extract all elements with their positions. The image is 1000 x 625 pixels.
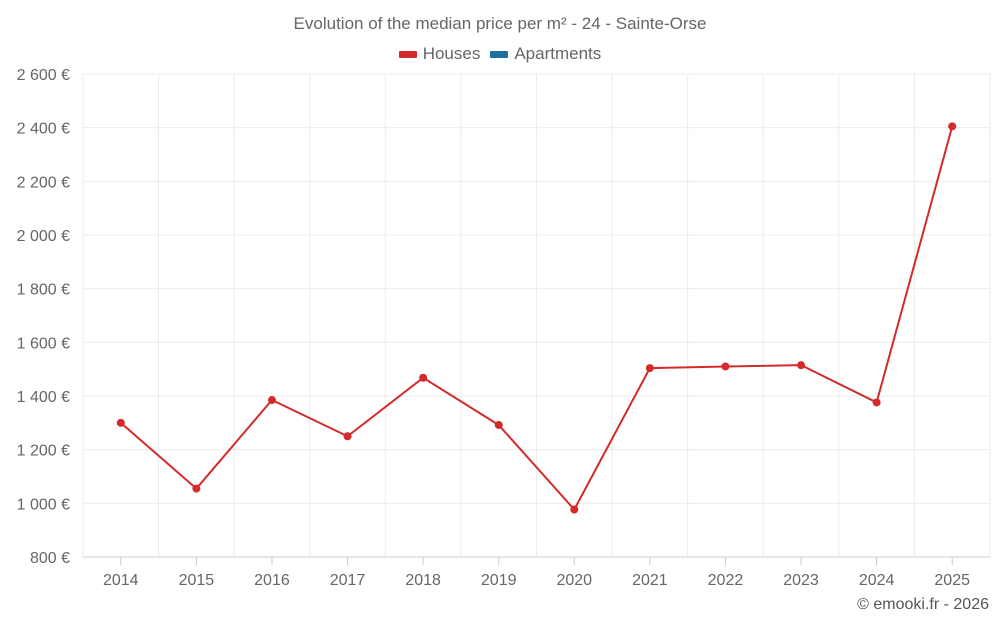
data-point-houses <box>267 396 276 405</box>
data-point-houses <box>343 432 352 441</box>
credit-text: © emooki.fr - 2026 <box>857 596 989 613</box>
series-line-houses <box>120 126 954 511</box>
legend-swatch-houses <box>398 50 417 58</box>
y-tick-label: 1 200 € <box>17 443 70 460</box>
x-tick-label: 2025 <box>934 572 970 589</box>
y-tick-label: 1 400 € <box>17 389 70 406</box>
x-tick-label: 2014 <box>103 572 139 589</box>
legend-swatch-apartments <box>490 50 509 58</box>
y-tick-label: 1 800 € <box>17 282 70 299</box>
y-tick-label: 1 000 € <box>17 496 70 513</box>
x-tick-label: 2015 <box>179 572 215 589</box>
y-tick-label: 2 600 € <box>17 67 70 84</box>
x-tick-label: 2017 <box>330 572 366 589</box>
x-tick-label: 2023 <box>783 572 819 589</box>
data-point-houses <box>494 420 503 429</box>
x-tick-label: 2020 <box>556 572 592 589</box>
data-point-houses <box>797 361 806 370</box>
chart-legend: Houses Apartments <box>0 44 1000 64</box>
x-tick-label: 2024 <box>859 572 895 589</box>
x-tick-label: 2018 <box>405 572 441 589</box>
legend-label-houses: Houses <box>422 44 481 63</box>
y-tick-label: 800 € <box>30 550 70 567</box>
data-point-houses <box>872 398 881 407</box>
chart-title: Evolution of the median price per m² - 2… <box>293 14 707 33</box>
legend-item-apartments[interactable]: Apartments <box>490 44 601 64</box>
data-point-houses <box>948 122 957 131</box>
y-tick-label: 2 000 € <box>17 228 70 245</box>
x-tick-label: 2022 <box>708 572 744 589</box>
x-tick-label: 2021 <box>632 572 668 589</box>
data-point-houses <box>192 484 201 493</box>
data-point-houses <box>645 364 654 373</box>
x-tick-label: 2016 <box>254 572 290 589</box>
data-point-houses <box>116 418 125 427</box>
data-point-houses <box>419 373 428 382</box>
data-point-houses <box>721 362 730 371</box>
y-tick-label: 1 600 € <box>17 335 70 352</box>
y-tick-label: 2 200 € <box>17 174 70 191</box>
x-tick-label: 2019 <box>481 572 517 589</box>
data-point-houses <box>570 505 579 514</box>
legend-label-apartments: Apartments <box>514 44 602 63</box>
y-tick-label: 2 400 € <box>17 121 70 138</box>
legend-item-houses[interactable]: Houses <box>398 44 481 64</box>
